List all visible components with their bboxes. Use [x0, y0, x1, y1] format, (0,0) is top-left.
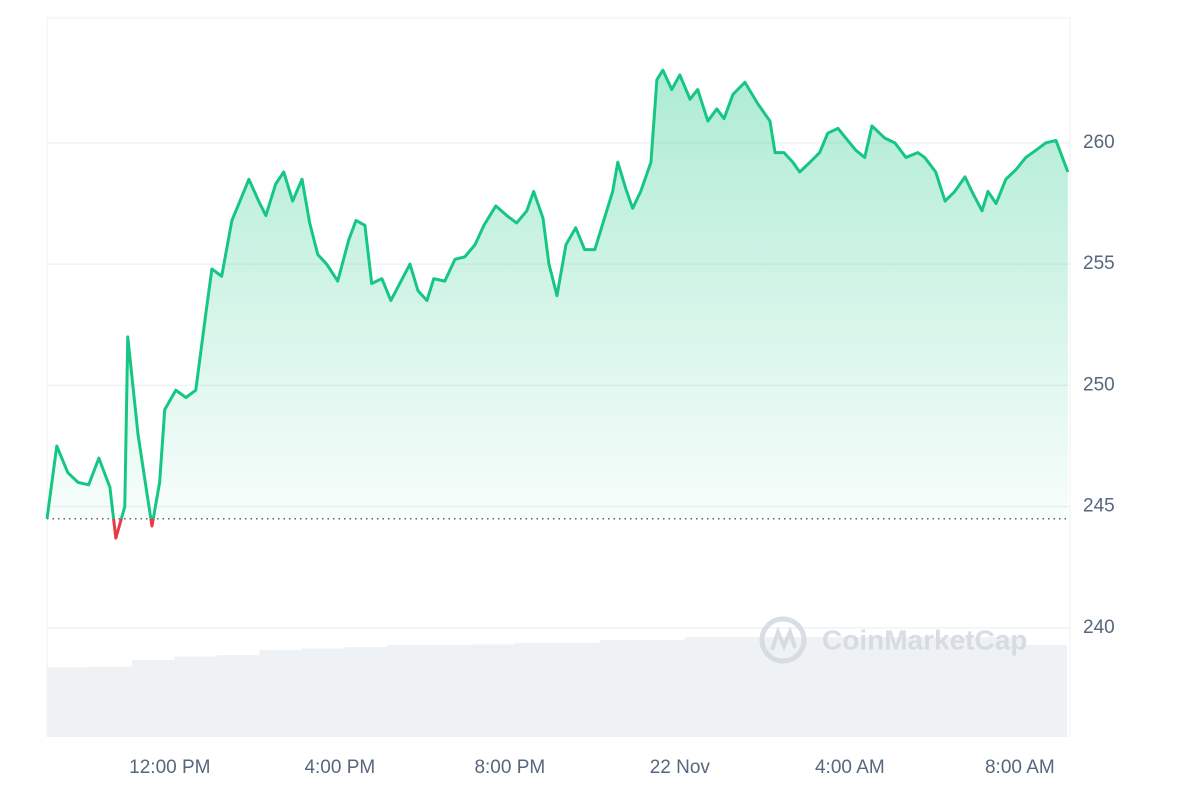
- x-tick-label: 4:00 AM: [815, 757, 885, 778]
- watermark-logo-mark: [770, 626, 797, 652]
- volume-bar: [132, 660, 175, 737]
- watermark-logo: [759, 616, 807, 664]
- volume-bar: [302, 648, 345, 737]
- volume-bar: [89, 666, 133, 737]
- y-tick-label: 240: [1083, 617, 1115, 638]
- volume-bar: [684, 637, 728, 737]
- x-tick-label: 22 Nov: [650, 757, 711, 778]
- volume-bar: [47, 667, 90, 737]
- price-line: [45, 68, 1070, 519]
- watermark: CoinMarketCap: [759, 616, 1027, 664]
- x-tick-label: 4:00 PM: [304, 757, 375, 778]
- volume-bar: [1024, 644, 1068, 737]
- volume-bar: [854, 637, 898, 737]
- watermark-text: CoinMarketCap: [822, 624, 1027, 655]
- volume-bar: [259, 650, 303, 737]
- volume-bar: [514, 642, 558, 737]
- volume-bar: [939, 637, 983, 737]
- volume-bar: [769, 637, 813, 737]
- volume-bar: [344, 647, 388, 737]
- volume-bar: [727, 637, 770, 737]
- volume-bar: [599, 639, 643, 737]
- price-area: [47, 70, 1068, 519]
- y-tick-label: 255: [1083, 253, 1115, 274]
- x-tick-label: 8:00 AM: [985, 757, 1055, 778]
- volume-bar: [472, 644, 515, 737]
- volume-bar: [174, 656, 218, 737]
- x-tick-label: 12:00 PM: [129, 757, 210, 778]
- y-tick-label: 260: [1083, 132, 1115, 153]
- volume-bar: [642, 639, 685, 737]
- volume-bar: [982, 637, 1025, 737]
- volume-bar: [557, 642, 600, 737]
- volume-bar: [812, 637, 855, 737]
- volume-bar: [217, 655, 260, 737]
- y-tick-label: 250: [1083, 374, 1115, 395]
- y-tick-label: 245: [1083, 496, 1115, 517]
- x-tick-label: 8:00 PM: [474, 757, 545, 778]
- volume-bar: [897, 637, 940, 737]
- volume-bar: [429, 644, 473, 737]
- volume-bar: [387, 644, 430, 737]
